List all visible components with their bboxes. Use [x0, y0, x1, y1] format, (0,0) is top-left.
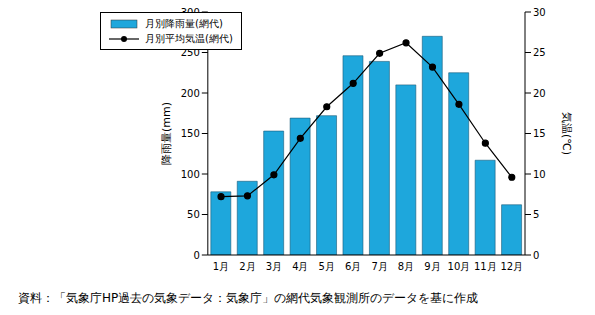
svg-text:250: 250 [181, 47, 200, 58]
svg-text:8月: 8月 [398, 261, 414, 272]
svg-text:10月: 10月 [448, 261, 471, 272]
svg-text:降雨量(mm): 降雨量(mm) [160, 102, 173, 165]
svg-text:100: 100 [181, 169, 200, 180]
html-text:月別平均気温(網代): 月別平均気温(網代) [145, 33, 233, 44]
svg-text:5: 5 [533, 209, 539, 220]
svg-text:25: 25 [533, 47, 546, 58]
svg-text:200: 200 [181, 88, 200, 99]
svg-text:30: 30 [533, 7, 546, 18]
svg-text:12月: 12月 [500, 261, 523, 272]
svg-text:20: 20 [533, 88, 546, 99]
html-text:月別降雨量(網代): 月別降雨量(網代) [145, 18, 223, 29]
svg-text:2月: 2月 [239, 261, 255, 272]
svg-text:9月: 9月 [424, 261, 440, 272]
svg-text:11月: 11月 [474, 261, 497, 272]
svg-text:15: 15 [533, 128, 546, 139]
svg-text:6月: 6月 [345, 261, 361, 272]
html-text:資料：「気象庁HP過去の気象データ：気象庁」の網代気象観測所: 資料：「気象庁HP過去の気象データ：気象庁」の網代気象観測所のデータを基に作成 [18, 291, 479, 305]
svg-text:0: 0 [533, 250, 539, 261]
svg-text:300: 300 [181, 7, 200, 18]
svg-text:150: 150 [181, 128, 200, 139]
svg-text:1月: 1月 [213, 261, 229, 272]
svg-text:50: 50 [187, 209, 200, 220]
svg-text:7月: 7月 [371, 261, 387, 272]
svg-text:5月: 5月 [319, 261, 335, 272]
svg-text:10: 10 [533, 169, 546, 180]
svg-text:気温(℃): 気温(℃) [560, 112, 573, 155]
svg-text:4月: 4月 [292, 261, 308, 272]
svg-text:0: 0 [193, 250, 199, 261]
svg-text:3月: 3月 [266, 261, 282, 272]
